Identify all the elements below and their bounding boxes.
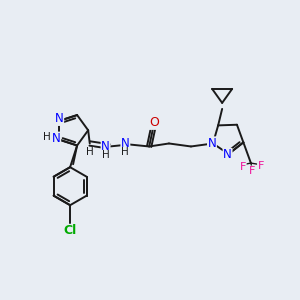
Text: F: F xyxy=(249,166,255,176)
Text: H: H xyxy=(43,132,51,142)
Text: N: N xyxy=(101,140,110,153)
Text: N: N xyxy=(55,112,64,125)
Text: H: H xyxy=(102,151,110,160)
Text: H: H xyxy=(122,148,129,158)
Text: N: N xyxy=(223,148,232,161)
Text: N: N xyxy=(121,137,130,150)
Text: F: F xyxy=(240,162,246,172)
Text: N: N xyxy=(52,132,61,145)
Text: H: H xyxy=(86,148,94,158)
Text: Cl: Cl xyxy=(64,224,77,237)
Text: N: N xyxy=(208,137,216,150)
Text: O: O xyxy=(149,116,159,129)
Text: F: F xyxy=(258,161,264,171)
